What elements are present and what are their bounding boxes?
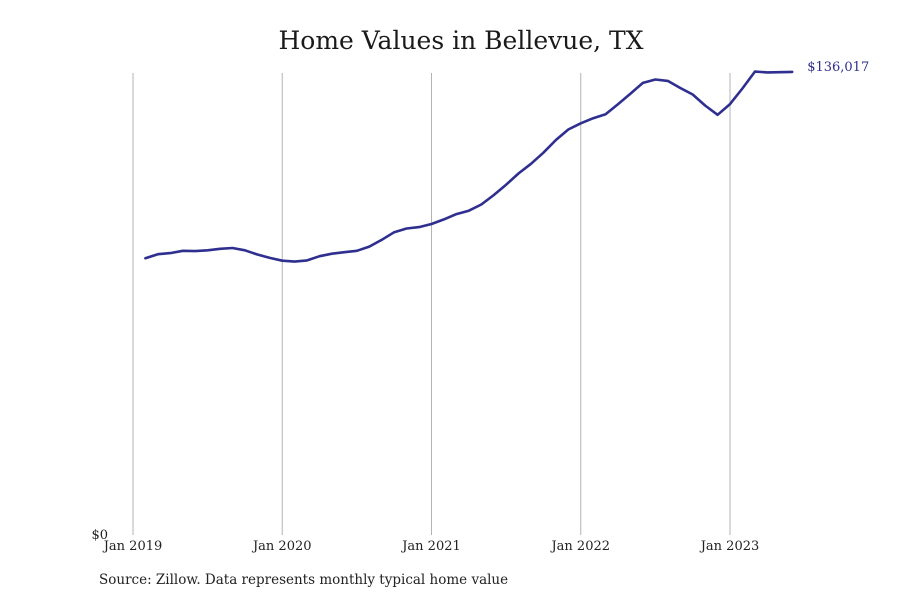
data-point-2020-06 xyxy=(343,251,345,253)
data-point-2020-03 xyxy=(306,259,308,261)
data-point-2019-12 xyxy=(269,257,271,259)
data-point-2022-11 xyxy=(704,104,706,106)
data-point-2021-08 xyxy=(517,172,519,174)
data-point-2020-02 xyxy=(294,260,296,262)
data-point-2020-11 xyxy=(405,227,407,229)
x-tick-label: Jan 2019 xyxy=(102,539,163,554)
series-line xyxy=(144,70,794,263)
data-point-2021-11 xyxy=(555,139,557,141)
data-point-2021-10 xyxy=(542,152,544,154)
data-point-2020-09 xyxy=(381,239,383,241)
gridlines xyxy=(132,73,731,535)
data-point-2021-09 xyxy=(530,163,532,165)
data-point-2019-11 xyxy=(256,253,258,255)
data-point-2020-01 xyxy=(281,260,283,262)
data-point-2019-03 xyxy=(157,253,159,255)
series-layer xyxy=(144,70,794,263)
data-point-2019-06 xyxy=(194,250,196,252)
data-point-2019-02 xyxy=(144,257,146,259)
y-tick-label: $0 xyxy=(91,528,108,543)
data-point-2020-07 xyxy=(356,250,358,252)
data-point-2023-06 xyxy=(791,71,793,73)
data-point-2022-08 xyxy=(667,80,669,82)
data-point-2019-10 xyxy=(244,249,246,251)
data-point-2019-09 xyxy=(231,247,233,249)
data-point-2022-06 xyxy=(642,82,644,84)
data-point-2021-07 xyxy=(505,184,507,186)
data-point-2021-12 xyxy=(567,128,569,130)
data-point-2019-05 xyxy=(182,250,184,252)
x-tick-label: Jan 2020 xyxy=(251,539,312,554)
axis-labels: Jan 2019 Jan 2020 Jan 2021 Jan 2022 Jan 2023… xyxy=(91,60,869,554)
data-point-2022-10 xyxy=(692,93,694,95)
x-tick-label: Jan 2023 xyxy=(699,539,760,554)
data-point-2019-04 xyxy=(169,252,171,254)
data-point-2020-04 xyxy=(318,255,320,257)
data-point-2021-03 xyxy=(455,213,457,215)
data-point-2020-08 xyxy=(368,245,370,247)
data-point-2022-05 xyxy=(629,92,631,94)
data-point-2022-03 xyxy=(604,113,606,115)
data-point-2019-07 xyxy=(206,249,208,251)
data-point-2022-12 xyxy=(716,114,718,116)
data-point-2020-05 xyxy=(331,253,333,255)
chart-title: Home Values in Bellevue, TX xyxy=(278,26,644,55)
data-point-2021-01 xyxy=(430,223,432,225)
data-point-2023-01 xyxy=(729,103,731,105)
data-point-2022-04 xyxy=(617,103,619,105)
data-point-2022-02 xyxy=(592,117,594,119)
data-point-2023-03 xyxy=(754,70,756,72)
data-point-2022-01 xyxy=(580,122,582,124)
data-point-2020-12 xyxy=(418,226,420,228)
source-note: Source: Zillow. Data represents monthly … xyxy=(99,572,509,588)
data-point-2023-05 xyxy=(779,71,781,73)
data-point-2020-10 xyxy=(393,231,395,233)
data-point-2021-02 xyxy=(443,218,445,220)
data-point-2023-04 xyxy=(766,71,768,73)
data-point-2019-08 xyxy=(219,248,221,250)
data-point-2021-04 xyxy=(468,210,470,212)
data-point-2022-07 xyxy=(654,78,656,80)
end-value-label: $136,017 xyxy=(807,60,869,75)
data-point-2021-06 xyxy=(493,194,495,196)
data-point-2021-05 xyxy=(480,203,482,205)
data-point-2022-09 xyxy=(679,87,681,89)
x-tick-label: Jan 2021 xyxy=(400,539,461,554)
x-tick-label: Jan 2022 xyxy=(549,539,610,554)
data-point-2023-02 xyxy=(741,87,743,89)
